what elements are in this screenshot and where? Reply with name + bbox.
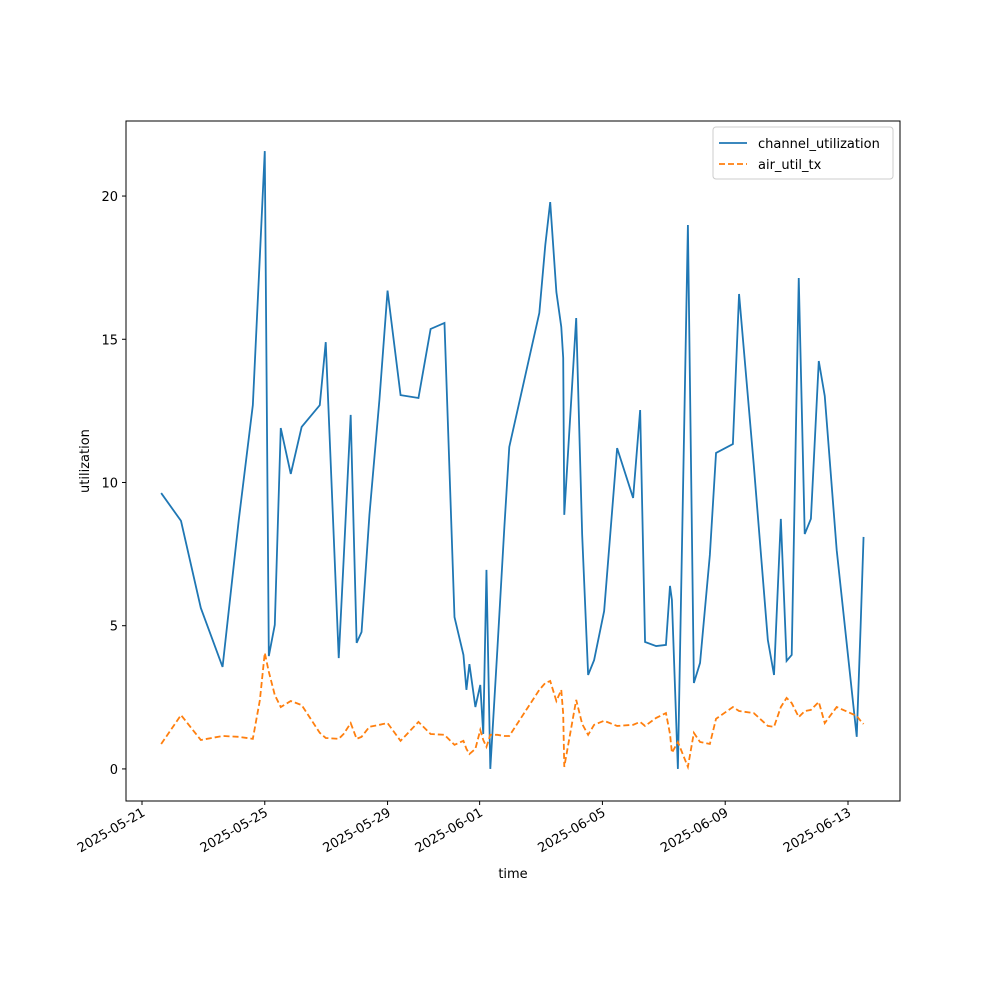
series-line: [160, 151, 865, 769]
x-tick-label: 2025-05-21: [75, 805, 148, 856]
legend-label: channel_utilization: [758, 137, 880, 152]
x-tick-label: 2025-06-05: [535, 805, 608, 856]
legend-label: air_util_tx: [758, 158, 822, 173]
legend-box: [712, 126, 894, 180]
y-tick-label: 0: [110, 763, 118, 778]
y-axis-label: utilization: [78, 429, 93, 493]
x-axis-label: time: [498, 867, 527, 882]
x-tick-label: 2025-05-25: [198, 805, 271, 856]
x-tick-label: 2025-06-13: [781, 805, 854, 856]
y-tick-label: 15: [101, 333, 118, 348]
x-tick-label: 2025-06-09: [658, 805, 731, 856]
plot-frame: [125, 120, 901, 802]
x-tick-label: 2025-05-29: [321, 805, 394, 856]
y-tick-label: 10: [101, 476, 118, 491]
series-line: [160, 652, 865, 771]
x-tick-label: 2025-06-01: [413, 805, 486, 856]
y-tick-label: 5: [110, 620, 118, 635]
y-tick-label: 20: [101, 190, 118, 205]
